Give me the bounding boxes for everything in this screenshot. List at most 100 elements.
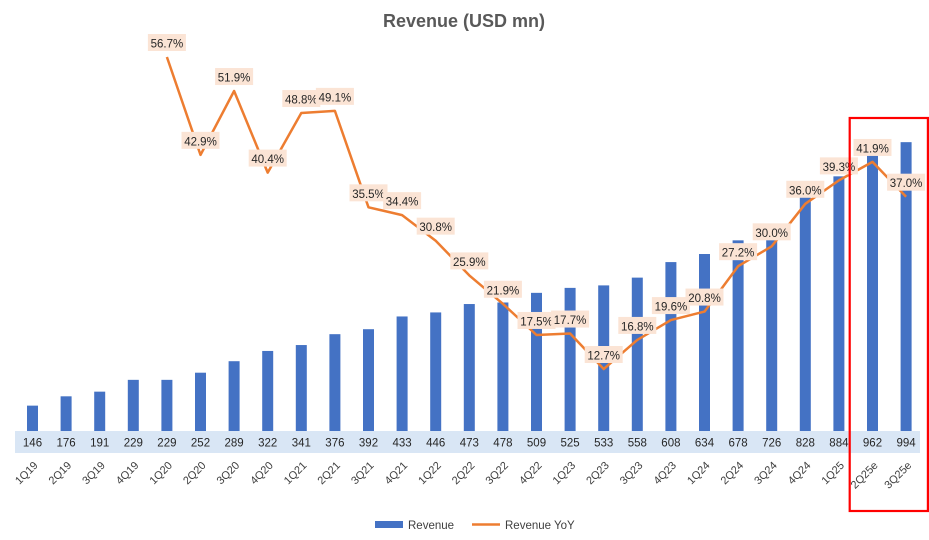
revenue-value-label: 433	[393, 438, 412, 450]
revenue-value-label: 884	[829, 438, 849, 450]
yoy-value-label: 41.9%	[856, 143, 889, 155]
revenue-value-label: 828	[796, 438, 815, 450]
revenue-bar-4Q23	[665, 262, 677, 431]
x-tick-label: 3Q21	[349, 460, 377, 488]
yoy-value-label: 19.6%	[655, 302, 688, 314]
yoy-value-label: 42.9%	[184, 136, 217, 148]
value-band	[15, 431, 920, 453]
x-tick-label: 1Q23	[551, 460, 579, 488]
revenue-value-label: 392	[359, 438, 378, 450]
yoy-value-label: 25.9%	[453, 257, 486, 269]
x-tick-label: 3Q22	[483, 460, 511, 488]
revenue-value-label: 726	[762, 438, 781, 450]
labels-layer: 146 176 191 229 229 252 289 322 341 376 392 433 446 4…	[23, 34, 926, 450]
yoy-label-4Q20: 40.4%	[248, 149, 287, 167]
revenue-value-label: 446	[426, 438, 445, 450]
yoy-value-label: 56.7%	[151, 39, 184, 51]
yoy-value-label: 17.7%	[554, 315, 587, 327]
revenue-value-label: 376	[325, 438, 344, 450]
x-tick-label: 4Q19	[114, 460, 142, 488]
x-tick-label: 1Q25	[819, 460, 847, 488]
x-tick-label: 1Q24	[685, 460, 713, 488]
revenue-bar-2Q25e	[867, 152, 878, 431]
yoy-label-bg	[819, 157, 858, 175]
x-tick-label: 3Q25e	[882, 460, 914, 492]
x-tick-label: 3Q23	[618, 460, 646, 488]
yoy-value-label: 12.7%	[587, 351, 620, 363]
revenue-value-label: 678	[729, 438, 748, 450]
yoy-value-label: 30.0%	[755, 228, 788, 240]
yoy-label-3Q24: 30.0%	[752, 223, 791, 241]
yoy-label-4Q22: 17.5%	[517, 311, 556, 329]
yoy-label-3Q23: 16.8%	[618, 316, 657, 334]
yoy-label-2Q25e: 41.9%	[853, 138, 892, 156]
yoy-label-1Q25: 39.3%	[819, 157, 858, 175]
revenue-bar-3Q23	[631, 277, 643, 431]
revenue-value-label: 478	[493, 438, 512, 450]
revenue-bar-3Q21	[363, 329, 374, 431]
yoy-value-label: 49.1%	[319, 92, 352, 104]
revenue-value-label: 533	[594, 438, 613, 450]
x-tick-label: 2Q25e	[849, 460, 881, 492]
bars-layer	[27, 142, 912, 432]
revenue-bar-4Q20	[262, 350, 274, 431]
yoy-label-3Q21: 35.5%	[349, 184, 388, 202]
yoy-label-bg	[181, 131, 220, 149]
revenue-value-label: 634	[695, 438, 715, 450]
revenue-bar-1Q19	[27, 405, 38, 431]
yoy-value-label: 30.8%	[419, 222, 452, 234]
revenue-bar-2Q19	[60, 396, 72, 431]
x-tick-label: 4Q24	[786, 460, 814, 488]
x-tick-label: 2Q22	[450, 460, 478, 488]
yoy-label-2Q21: 49.1%	[315, 87, 354, 105]
yoy-label-bg	[282, 90, 321, 108]
revenue-bar-1Q23	[564, 287, 576, 431]
revenue-value-label: 176	[57, 438, 76, 450]
revenue-bar-3Q19	[94, 391, 106, 431]
yoy-value-label: 35.5%	[352, 189, 385, 201]
revenue-bar-1Q22	[430, 312, 442, 431]
yoy-label-4Q23: 19.6%	[651, 297, 690, 315]
x-tick-label: 1Q22	[416, 460, 444, 488]
yoy-label-1Q24: 20.8%	[685, 288, 724, 306]
yoy-label-bg	[147, 34, 186, 51]
x-axis-ticks: 1Q19 2Q19 3Q19 4Q19 1Q20 2Q20 3Q20 4Q20 1Q21 2Q21…	[13, 460, 914, 492]
yoy-label-2Q24: 27.2%	[719, 243, 758, 261]
revenue-value-label: 252	[191, 438, 210, 450]
revenue-value-label: 229	[124, 438, 143, 450]
yoy-value-label: 37.0%	[890, 178, 923, 190]
revenue-value-label: 289	[225, 438, 244, 450]
yoy-label-2Q22: 25.9%	[450, 252, 489, 270]
revenue-value-label: 608	[661, 438, 680, 450]
yoy-value-label: 48.8%	[285, 95, 318, 107]
revenue-value-label: 525	[561, 438, 580, 450]
yoy-value-label: 51.9%	[218, 73, 251, 85]
yoy-label-4Q21: 34.4%	[383, 192, 422, 210]
x-tick-label: 4Q21	[383, 460, 411, 488]
revenue-value-label: 322	[258, 438, 277, 450]
legend-label-yoy: Revenue YoY	[505, 520, 575, 532]
legend: Revenue Revenue YoY	[375, 520, 575, 532]
yoy-label-bg	[618, 316, 657, 334]
yoy-value-label: 17.5%	[520, 316, 553, 328]
yoy-label-bg	[315, 87, 354, 105]
yoy-label-3Q22: 21.9%	[483, 280, 522, 298]
yoy-label-bg	[685, 288, 724, 306]
legend-label-revenue: Revenue	[408, 520, 454, 532]
x-tick-label: 3Q24	[752, 460, 780, 488]
yoy-label-1Q22: 30.8%	[416, 217, 455, 235]
revenue-bar-2Q21	[329, 334, 341, 431]
x-tick-label: 4Q23	[651, 460, 679, 488]
yoy-value-label: 34.4%	[386, 197, 419, 209]
yoy-label-bg	[483, 280, 522, 298]
x-tick-label: 1Q21	[282, 460, 310, 488]
yoy-label-bg	[651, 297, 690, 315]
yoy-label-bg	[853, 138, 892, 156]
yoy-value-label: 40.4%	[251, 154, 284, 166]
revenue-bar-4Q22	[531, 292, 542, 431]
revenue-value-label: 509	[527, 438, 546, 450]
revenue-bar-1Q20	[161, 379, 173, 431]
yoy-label-bg	[215, 68, 254, 86]
x-tick-label: 1Q19	[13, 460, 41, 488]
revenue-bar-4Q24	[799, 193, 811, 431]
